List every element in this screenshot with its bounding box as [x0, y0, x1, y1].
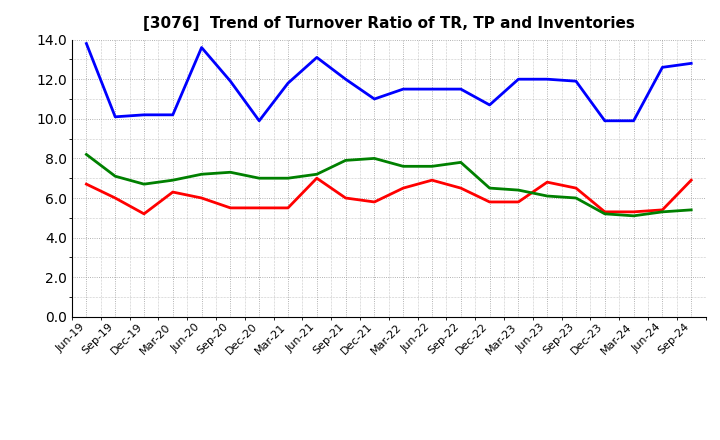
Trade Payables: [600, 118, 609, 123]
Inventories: [197, 172, 206, 177]
Line: Inventories: Inventories: [86, 154, 691, 216]
Trade Payables: [370, 96, 379, 102]
Inventories: [687, 207, 696, 213]
Inventories: [111, 173, 120, 179]
Inventories: [168, 177, 177, 183]
Trade Receivables: [428, 177, 436, 183]
Trade Receivables: [572, 186, 580, 191]
Trade Receivables: [255, 205, 264, 210]
Trade Payables: [284, 81, 292, 86]
Inventories: [485, 186, 494, 191]
Inventories: [82, 152, 91, 157]
Trade Receivables: [543, 180, 552, 185]
Trade Payables: [629, 118, 638, 123]
Trade Receivables: [226, 205, 235, 210]
Trade Receivables: [82, 181, 91, 187]
Line: Trade Payables: Trade Payables: [86, 44, 691, 121]
Trade Receivables: [456, 186, 465, 191]
Inventories: [399, 164, 408, 169]
Inventories: [312, 172, 321, 177]
Trade Receivables: [284, 205, 292, 210]
Title: [3076]  Trend of Turnover Ratio of TR, TP and Inventories: [3076] Trend of Turnover Ratio of TR, TP…: [143, 16, 635, 32]
Trade Receivables: [370, 199, 379, 205]
Trade Payables: [226, 78, 235, 84]
Inventories: [514, 187, 523, 193]
Trade Receivables: [687, 177, 696, 183]
Inventories: [572, 195, 580, 201]
Trade Receivables: [658, 207, 667, 213]
Trade Receivables: [629, 209, 638, 214]
Trade Payables: [485, 103, 494, 108]
Trade Payables: [312, 55, 321, 60]
Trade Receivables: [485, 199, 494, 205]
Trade Receivables: [341, 195, 350, 201]
Trade Payables: [514, 77, 523, 82]
Trade Payables: [255, 118, 264, 123]
Inventories: [255, 176, 264, 181]
Trade Payables: [168, 112, 177, 117]
Inventories: [370, 156, 379, 161]
Trade Receivables: [514, 199, 523, 205]
Line: Trade Receivables: Trade Receivables: [86, 178, 691, 214]
Trade Payables: [456, 86, 465, 92]
Trade Receivables: [111, 195, 120, 201]
Inventories: [341, 158, 350, 163]
Trade Receivables: [312, 176, 321, 181]
Inventories: [456, 160, 465, 165]
Trade Payables: [687, 61, 696, 66]
Trade Payables: [197, 45, 206, 50]
Inventories: [226, 169, 235, 175]
Trade Payables: [543, 77, 552, 82]
Inventories: [284, 176, 292, 181]
Trade Receivables: [168, 189, 177, 194]
Trade Receivables: [600, 209, 609, 214]
Trade Payables: [82, 41, 91, 46]
Trade Receivables: [140, 211, 148, 216]
Trade Payables: [399, 86, 408, 92]
Inventories: [543, 194, 552, 199]
Inventories: [629, 213, 638, 219]
Trade Receivables: [399, 186, 408, 191]
Trade Payables: [341, 77, 350, 82]
Trade Payables: [140, 112, 148, 117]
Inventories: [140, 181, 148, 187]
Trade Payables: [428, 86, 436, 92]
Inventories: [658, 209, 667, 214]
Trade Payables: [111, 114, 120, 120]
Inventories: [428, 164, 436, 169]
Inventories: [600, 211, 609, 216]
Trade Receivables: [197, 195, 206, 201]
Trade Payables: [572, 78, 580, 84]
Trade Payables: [658, 65, 667, 70]
